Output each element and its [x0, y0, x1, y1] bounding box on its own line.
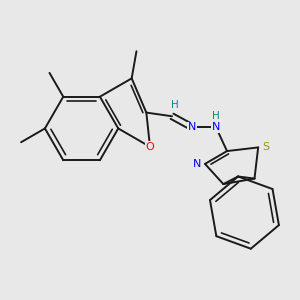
Text: N: N: [188, 122, 196, 132]
Text: N: N: [212, 122, 220, 132]
Text: S: S: [262, 142, 269, 152]
Text: O: O: [146, 142, 154, 152]
Text: H: H: [212, 110, 220, 121]
Text: N: N: [193, 159, 201, 169]
Text: H: H: [171, 100, 179, 110]
